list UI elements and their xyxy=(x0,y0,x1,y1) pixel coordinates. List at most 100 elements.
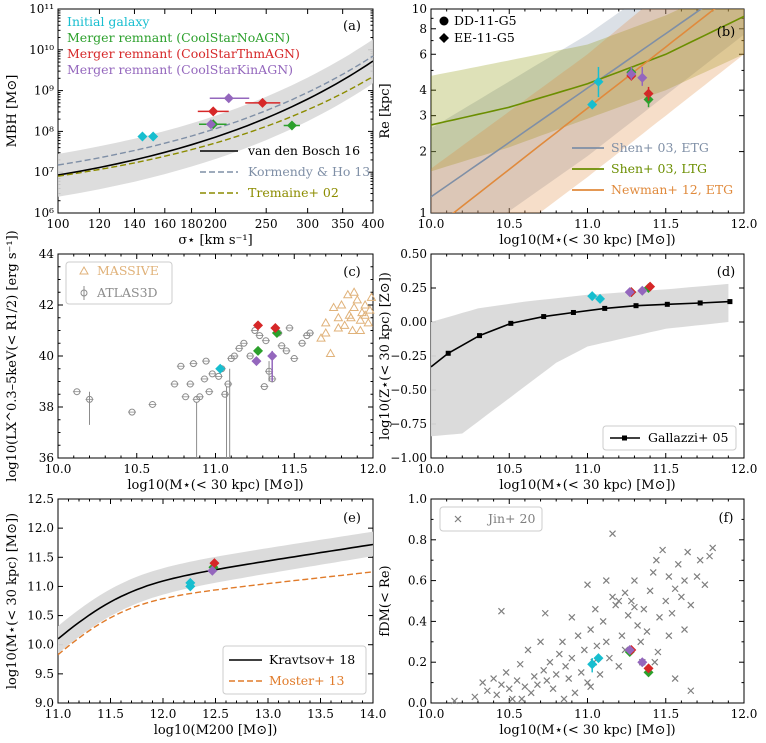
gallazzi-marker xyxy=(602,305,608,311)
legend-entry: Shen+ 03, LTG xyxy=(611,161,707,176)
jin20-point xyxy=(498,681,505,689)
y-tick-label: 2 xyxy=(419,145,427,159)
jin20-point xyxy=(577,668,585,676)
legend-entry: Kormendy & Ho 13 xyxy=(248,164,370,179)
x-tick-label: 11.5 xyxy=(652,707,679,721)
x-tick-label: 12.0 xyxy=(731,462,758,476)
data-point-initial xyxy=(148,131,159,142)
legend-entry: EE-11-G5 xyxy=(454,30,515,45)
jin20-point xyxy=(687,601,695,609)
legend-diamond-marker xyxy=(439,33,449,43)
x-tick-label: 11.0 xyxy=(574,217,601,231)
y-tick-label: 40 xyxy=(39,349,54,363)
jin20-point xyxy=(508,695,516,703)
x-tick-label: 14.0 xyxy=(360,707,387,721)
jin20-point xyxy=(533,681,541,689)
massive-point xyxy=(355,315,366,324)
x-tick-label: 11.0 xyxy=(574,462,601,476)
panel-c-axes: 10.0 10.5 11.0 11.5 12.0 36 38 40 42 44 log10(M⋆(<… xyxy=(5,230,386,493)
jin20-point xyxy=(681,626,688,633)
massive-point xyxy=(339,320,350,329)
x-tick-label: 13.5 xyxy=(307,707,334,721)
y-tick-label: 0.0 xyxy=(408,696,427,710)
panel-d-plot: Gallazzi+ 05 (d) xyxy=(430,265,737,451)
jin20-point xyxy=(651,658,659,666)
jin20-point xyxy=(451,697,458,705)
y-tick-label: 10⁹ xyxy=(34,84,54,98)
jin20-point xyxy=(483,687,491,695)
jin20-point xyxy=(559,638,566,646)
panel-b-plot: DD-11-G5 EE-11-G5 Shen+ 03, ETG Shen+ 03, L… xyxy=(431,9,744,213)
x-tick-label: 10.0 xyxy=(418,462,445,476)
panel-label: (c) xyxy=(343,265,360,280)
x-tick-label: 350 xyxy=(331,217,354,231)
y-tick-label: 10¹¹ xyxy=(29,2,54,16)
x-axis-label: log10(M⋆(< 30 kpc) [M⊙]) xyxy=(499,233,675,248)
x-tick-label: 12.5 xyxy=(202,707,229,721)
jin20-point xyxy=(637,638,645,646)
y-tick-label: 3 xyxy=(419,109,427,123)
massive-point xyxy=(333,312,344,322)
massive-point xyxy=(360,310,370,319)
y-tick-label: 0.50 xyxy=(400,247,427,261)
y-tick-label: 10¹⁰ xyxy=(29,43,54,57)
jin20-point xyxy=(540,666,548,674)
massive-point xyxy=(364,305,375,314)
y-axis-label: log10(LX^0.3–5keV(< R1/2) [erg s⁻¹]) xyxy=(5,230,20,481)
x-tick-label: 11.0 xyxy=(574,707,601,721)
gallazzi-marker xyxy=(477,333,483,339)
jin20-point xyxy=(671,675,679,682)
legend-entry: Merger remnant (CoolStarNoAGN) xyxy=(67,30,290,45)
x-axis-label: log10(M⋆(< 30 kpc) [M⊙]) xyxy=(127,478,303,493)
relation-line xyxy=(431,9,703,198)
y-tick-label: 11.5 xyxy=(27,550,54,564)
jin20-point xyxy=(634,622,642,629)
jin20-point xyxy=(687,687,695,695)
y-tick-label: 10⁶ xyxy=(34,206,54,220)
legend-entry: Newman+ 12, ETG xyxy=(611,182,733,197)
x-tick-label: 11.0 xyxy=(45,707,72,721)
jin20-point xyxy=(654,648,662,656)
data-point-initial xyxy=(137,131,148,142)
relation-line xyxy=(57,60,374,176)
y-tick-label: 1 xyxy=(419,206,427,220)
legend-entry: Initial galaxy xyxy=(67,14,150,29)
panel-e-curves xyxy=(58,531,373,656)
gallazzi-marker xyxy=(541,314,547,320)
legend-entry: van den Bosch 16 xyxy=(247,143,360,158)
jin20-point xyxy=(677,593,685,601)
x-tick-label: 180 xyxy=(180,217,203,231)
panel-c-plot: MASSIVE ATLAS3D (c) xyxy=(65,261,377,458)
massive-point xyxy=(328,302,339,312)
x-tick-label: 10.5 xyxy=(496,217,523,231)
jin20-point xyxy=(568,613,576,621)
y-tick-label: 10 xyxy=(412,2,427,16)
jin20-point xyxy=(693,573,701,580)
massive-point xyxy=(333,322,344,332)
y-tick-label: 0.00 xyxy=(400,315,427,329)
jin20-point xyxy=(602,638,610,646)
data-point-initial xyxy=(593,653,604,664)
massive-point xyxy=(325,348,336,357)
data-point-noagn xyxy=(286,120,297,131)
x-axis-label: log10(M⋆(< 30 kpc) [M⊙]) xyxy=(499,723,675,738)
y-tick-label: 44 xyxy=(39,247,55,261)
jin20-point xyxy=(643,628,651,636)
y-tick-label: 0.4 xyxy=(408,614,427,628)
jin20-point xyxy=(652,556,660,564)
legend-circle-marker xyxy=(439,16,449,26)
jin20-point xyxy=(662,597,670,605)
y-tick-label: 10⁸ xyxy=(34,124,54,138)
x-tick-label: 140 xyxy=(123,217,146,231)
y-tick-label: 36 xyxy=(39,451,54,465)
gallazzi-marker xyxy=(570,309,576,315)
data-point-kinagn xyxy=(637,657,648,668)
x-tick-label: 13.0 xyxy=(255,707,282,721)
x-tick-label: 10.5 xyxy=(496,462,523,476)
jin20-point xyxy=(631,603,638,611)
jin20-point xyxy=(490,675,498,682)
legend-triangle-marker xyxy=(79,265,89,275)
data-point-initial xyxy=(595,293,606,304)
x-tick-label: 100 xyxy=(47,217,70,231)
data-point-initial xyxy=(587,99,598,110)
